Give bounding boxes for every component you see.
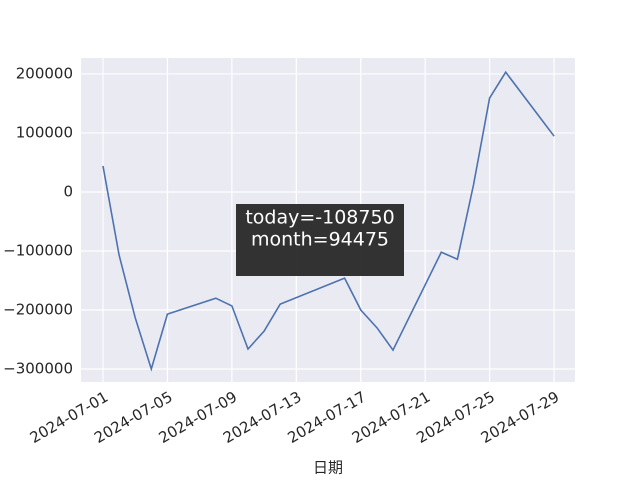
tooltip-line: today=-108750: [245, 207, 394, 229]
y-tick-label: −300000: [3, 360, 73, 378]
y-tick-label: −100000: [3, 241, 73, 259]
y-tick-label: 200000: [16, 64, 73, 82]
y-tick-label: 100000: [16, 123, 73, 141]
tooltip: today=-108750 month=94475: [236, 204, 404, 276]
tooltip-line: month=94475: [251, 229, 389, 251]
y-tick-label: −200000: [3, 301, 73, 319]
x-axis-label: 日期: [313, 459, 343, 477]
line-series: [102, 70, 555, 372]
y-tick-label: 0: [63, 182, 73, 200]
tooltip-box: [236, 204, 404, 276]
